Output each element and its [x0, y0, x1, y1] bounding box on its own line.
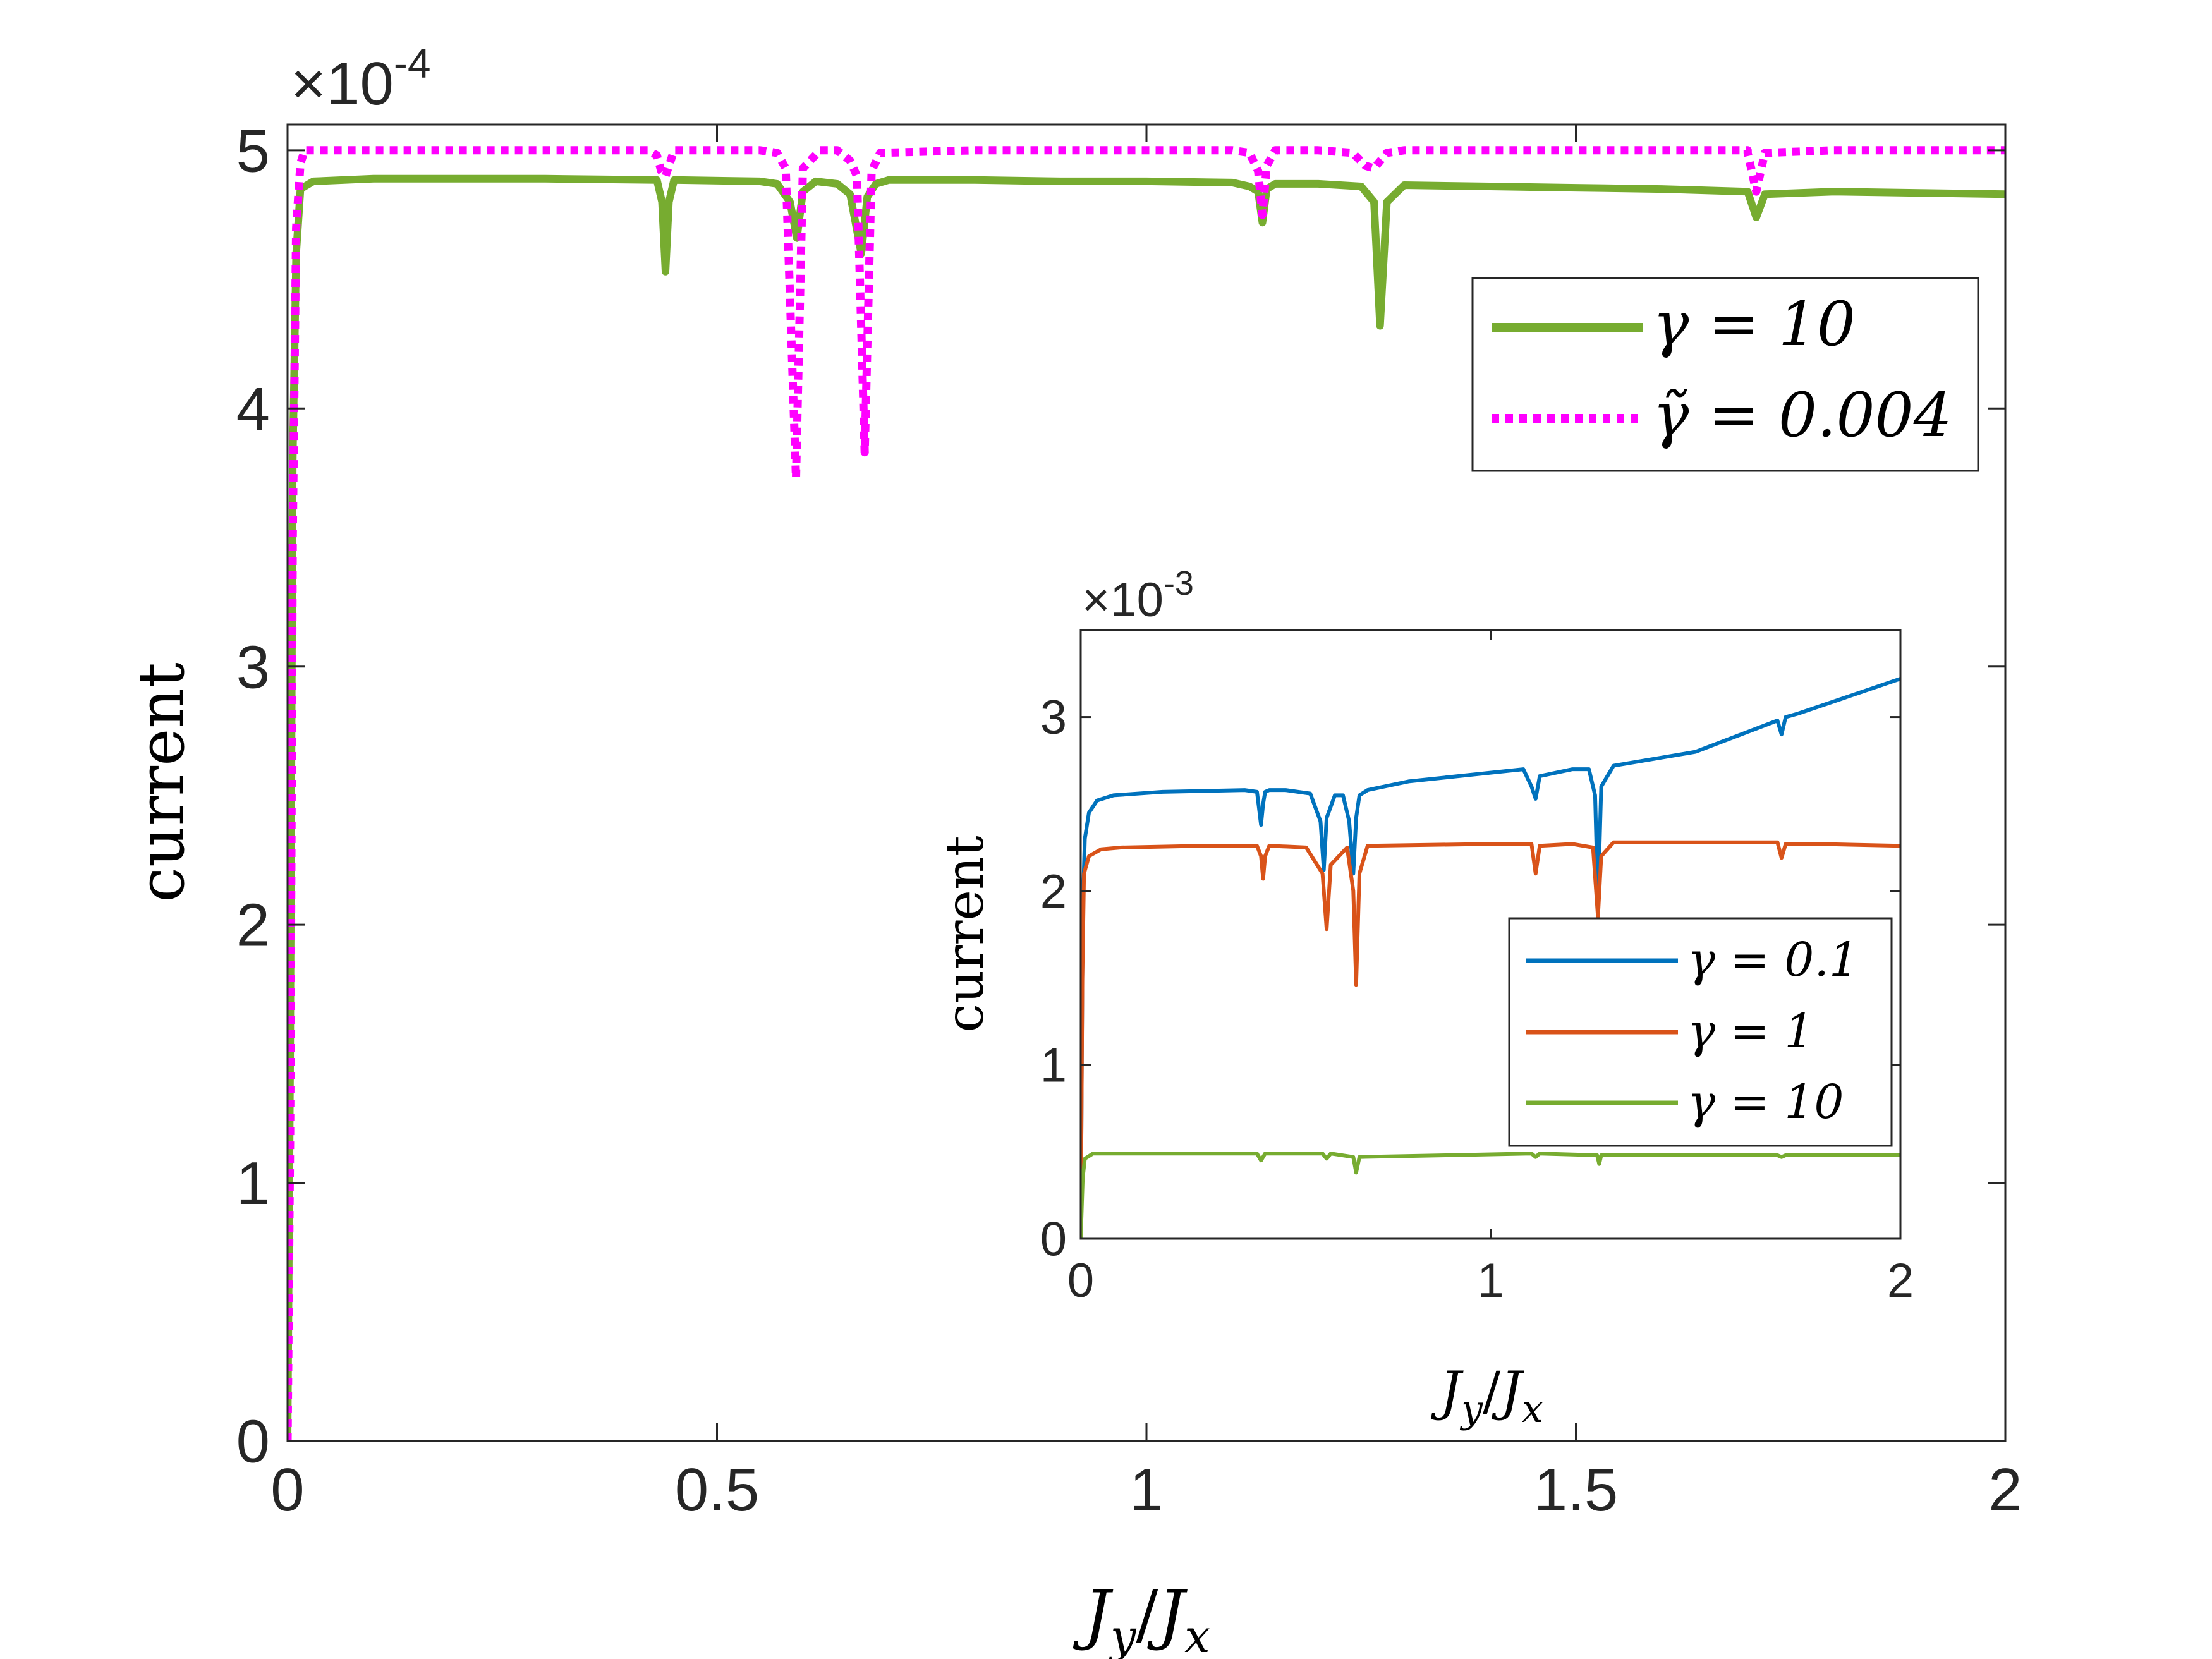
inset-xtick-label: 2: [1887, 1254, 1914, 1308]
inset-series-line-2: [1081, 1152, 1900, 1239]
main-ytick-label: 2: [236, 892, 270, 959]
main-ytick-label: 5: [236, 117, 270, 185]
main-xtick-label: 2: [1988, 1456, 2022, 1524]
inset-series-line-1: [1081, 840, 1900, 1239]
inset-ytick-label: 2: [1040, 865, 1067, 918]
inset-ytick-label: 0: [1040, 1213, 1067, 1267]
main-ytick-label: 4: [236, 375, 270, 443]
inset-legend-label-gamma-0-1: γ = 0.1: [1687, 933, 1859, 987]
main-series-line-0: [288, 174, 2005, 1441]
inset-y-ticks: 0 1 2 3: [1040, 691, 1900, 1267]
inset-series-group: [1081, 677, 1900, 1239]
main-legend: γ = 10 γ̃ = 0.004: [1471, 277, 1979, 472]
main-x-ticks: 0 0.5 1 1.5 2: [270, 125, 2022, 1524]
main-legend-box: [1471, 277, 1979, 472]
inset-exponent-label: ×10-3: [1082, 564, 1194, 627]
main-xtick-label: 1: [1129, 1456, 1163, 1524]
main-ytick-label: 0: [236, 1408, 270, 1476]
inset-ytick-label: 3: [1040, 691, 1067, 744]
inset-axes: 0 1 2 0 1 2 3 ×10-3 current Jy/Jx γ = 0.1 γ =…: [935, 564, 1914, 1431]
main-ylabel: current: [125, 662, 198, 902]
main-xtick-label: 1.5: [1534, 1456, 1618, 1524]
inset-ytick-label: 1: [1040, 1038, 1067, 1092]
main-ytick-label: 3: [236, 633, 270, 701]
main-axes-box: [286, 123, 2007, 1442]
inset-xlabel: Jy/Jx: [1430, 1360, 1543, 1431]
inset-legend-label-gamma-10: γ = 10: [1687, 1075, 1844, 1129]
inset-ylabel: current: [935, 836, 995, 1032]
main-exponent-label: ×10-4: [291, 40, 431, 118]
main-series-line-1: [288, 146, 2005, 1441]
inset-xtick-label: 1: [1477, 1254, 1504, 1308]
inset-legend: γ = 0.1 γ = 1 γ = 10: [1508, 917, 1893, 1147]
main-ytick-label: 1: [236, 1150, 270, 1217]
main-legend-label-gamma-tilde: γ̃ = 0.004: [1653, 380, 1952, 451]
inset-xtick-label: 0: [1067, 1254, 1094, 1308]
main-legend-label-gamma-10: γ = 10: [1653, 289, 1856, 360]
main-y-ticks: 0 1 2 3 4 5: [236, 117, 2005, 1476]
main-xtick-label: 0.5: [675, 1456, 759, 1524]
inset-axes-box: [1079, 629, 1902, 1240]
inset-legend-label-gamma-1: γ = 1: [1687, 1004, 1814, 1059]
inset-series-line-0: [1081, 677, 1900, 1239]
main-xtick-label: 0: [270, 1456, 304, 1524]
main-series-group: [288, 146, 2005, 1441]
